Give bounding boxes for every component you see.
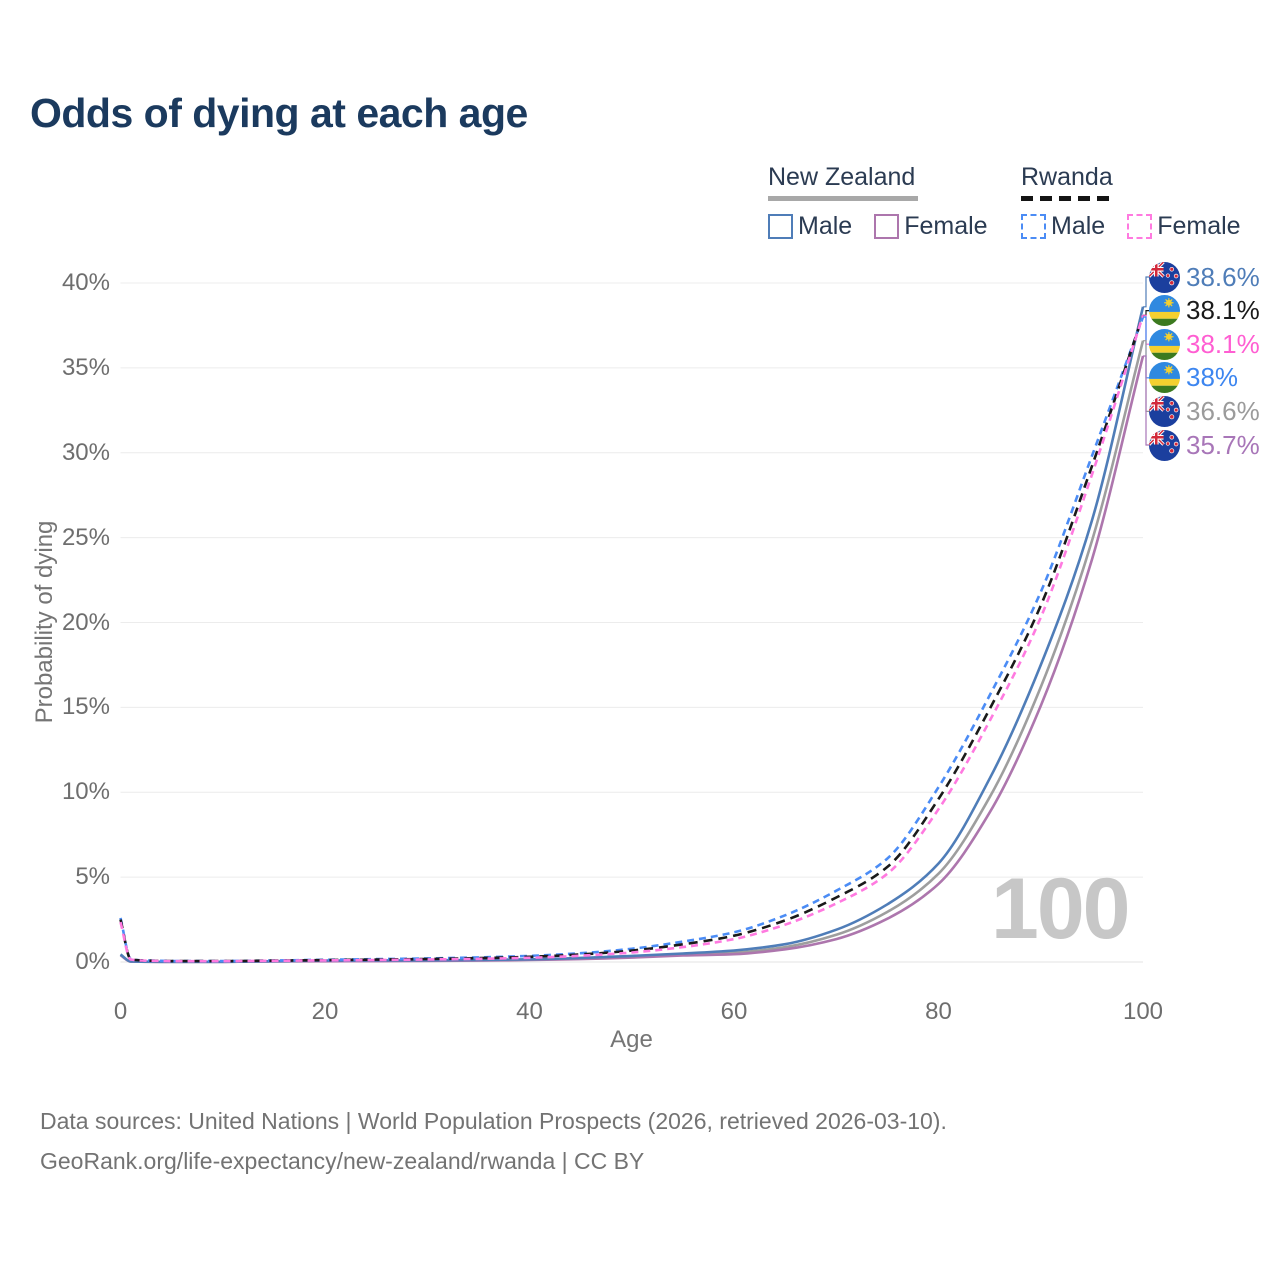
end-label-value: 38.1% bbox=[1186, 295, 1260, 326]
end-label: 36.6% bbox=[1149, 395, 1260, 427]
legend-label-rwanda-male: Male bbox=[1051, 211, 1106, 240]
y-tick-label: 15% bbox=[61, 693, 110, 721]
legend-swatch-rwanda-male bbox=[1021, 213, 1046, 239]
legend-dashed-line-swatch-rwanda bbox=[1021, 196, 1114, 201]
rwanda-flag-icon bbox=[1149, 295, 1180, 327]
new-zealand-flag-icon bbox=[1149, 261, 1180, 293]
legend-group-rwanda: Rwanda Male Female bbox=[1021, 163, 1263, 241]
legend-country-name-rwanda: Rwanda bbox=[1021, 163, 1113, 191]
x-tick-label: 20 bbox=[311, 998, 339, 1025]
end-label-value: 35.7% bbox=[1186, 429, 1260, 460]
series-line-rwanda-both-sexes bbox=[119, 314, 1145, 963]
x-tick-label: 40 bbox=[516, 998, 543, 1025]
y-tick-label: 40% bbox=[61, 269, 110, 296]
legend-label-rwanda-female: Female bbox=[1157, 211, 1241, 240]
new-zealand-flag-icon bbox=[1149, 429, 1180, 461]
legend-label-nz-female: Female bbox=[904, 211, 988, 240]
attribution-note: GeoRank.org/life-expectancy/new-zealand/… bbox=[40, 1148, 645, 1174]
end-label-value: 38.1% bbox=[1186, 328, 1260, 359]
legend-swatch-rwanda-female bbox=[1127, 213, 1153, 239]
end-label-leader-line bbox=[1143, 276, 1149, 308]
y-tick-label: 30% bbox=[61, 438, 110, 466]
y-tick-label: 25% bbox=[61, 523, 110, 551]
rwanda-flag-icon bbox=[1149, 362, 1180, 394]
end-label: 38.1% bbox=[1149, 328, 1260, 360]
age-watermark: 100 bbox=[991, 861, 1130, 957]
legend-label-nz-male: Male bbox=[798, 211, 853, 240]
x-axis-title: Age bbox=[610, 1026, 653, 1053]
y-axis-title: Probability of dying bbox=[31, 520, 58, 724]
series-line-new-zealand-female bbox=[119, 355, 1145, 964]
end-label: 38% bbox=[1149, 362, 1239, 394]
end-label: 38.1% bbox=[1149, 295, 1260, 327]
x-tick-label: 0 bbox=[113, 998, 128, 1025]
end-label: 38.6% bbox=[1149, 261, 1260, 293]
y-tick-label: 20% bbox=[61, 608, 110, 636]
y-tick-label: 10% bbox=[61, 778, 110, 806]
series-line-rwanda-male bbox=[119, 316, 1145, 963]
legend-country-name-nz: New Zealand bbox=[768, 163, 916, 191]
legend-group-new-zealand: New Zealand Male Female bbox=[768, 163, 1010, 241]
x-tick-label: 60 bbox=[720, 998, 748, 1025]
end-label-leader-line bbox=[1143, 355, 1149, 446]
legend-solid-line-swatch-nz bbox=[768, 196, 918, 201]
rwanda-flag-icon bbox=[1149, 328, 1180, 360]
y-tick-label: 35% bbox=[61, 353, 110, 381]
end-label-value: 38.6% bbox=[1186, 261, 1260, 292]
legend-swatch-nz-male bbox=[768, 213, 793, 239]
x-tick-label: 80 bbox=[925, 998, 952, 1025]
x-tick-label: 100 bbox=[1122, 998, 1164, 1025]
page-title: Odds of dying at each age bbox=[30, 90, 528, 136]
y-tick-label: 5% bbox=[75, 863, 110, 891]
series-line-rwanda-female bbox=[119, 314, 1145, 963]
data-sources-note: Data sources: United Nations | World Pop… bbox=[40, 1108, 947, 1134]
end-label-value: 36.6% bbox=[1186, 395, 1260, 426]
new-zealand-flag-icon bbox=[1149, 395, 1180, 427]
end-label: 35.7% bbox=[1149, 429, 1260, 461]
series-line-new-zealand-both-sexes bbox=[119, 340, 1145, 964]
series-line-new-zealand-male bbox=[119, 306, 1145, 964]
y-tick-label: 0% bbox=[75, 948, 110, 975]
end-label-value: 38% bbox=[1186, 362, 1239, 393]
legend-swatch-nz-female bbox=[874, 213, 900, 239]
